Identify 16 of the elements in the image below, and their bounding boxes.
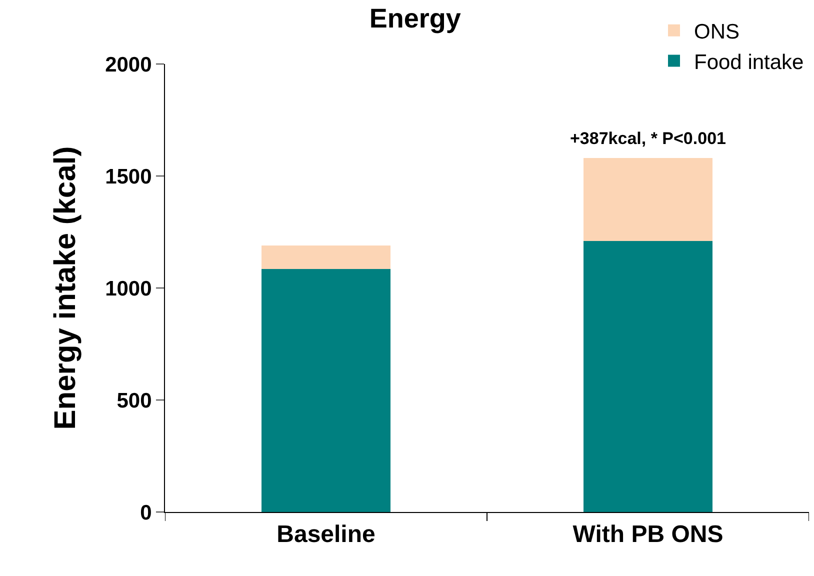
legend-label: ONS [694, 20, 740, 44]
x-tick-label: With PB ONS [572, 520, 724, 548]
bar [584, 240, 712, 512]
y-tick-label: 1500 [105, 165, 152, 188]
bar [262, 268, 390, 512]
y-tick-label: 2000 [105, 53, 152, 76]
x-tick-label: Baseline [276, 520, 376, 548]
legend-label: Food intake [694, 50, 804, 74]
annotation: +387kcal, * P<0.001 [570, 129, 726, 148]
y-tick-label: 0 [140, 501, 152, 524]
y-tick-label: 500 [116, 389, 152, 412]
y-axis-title: Energy intake (kcal) [49, 146, 82, 430]
chart-title: Energy [369, 4, 461, 34]
y-tick-label: 1000 [105, 277, 152, 300]
bar [262, 245, 390, 269]
bar [584, 158, 712, 241]
